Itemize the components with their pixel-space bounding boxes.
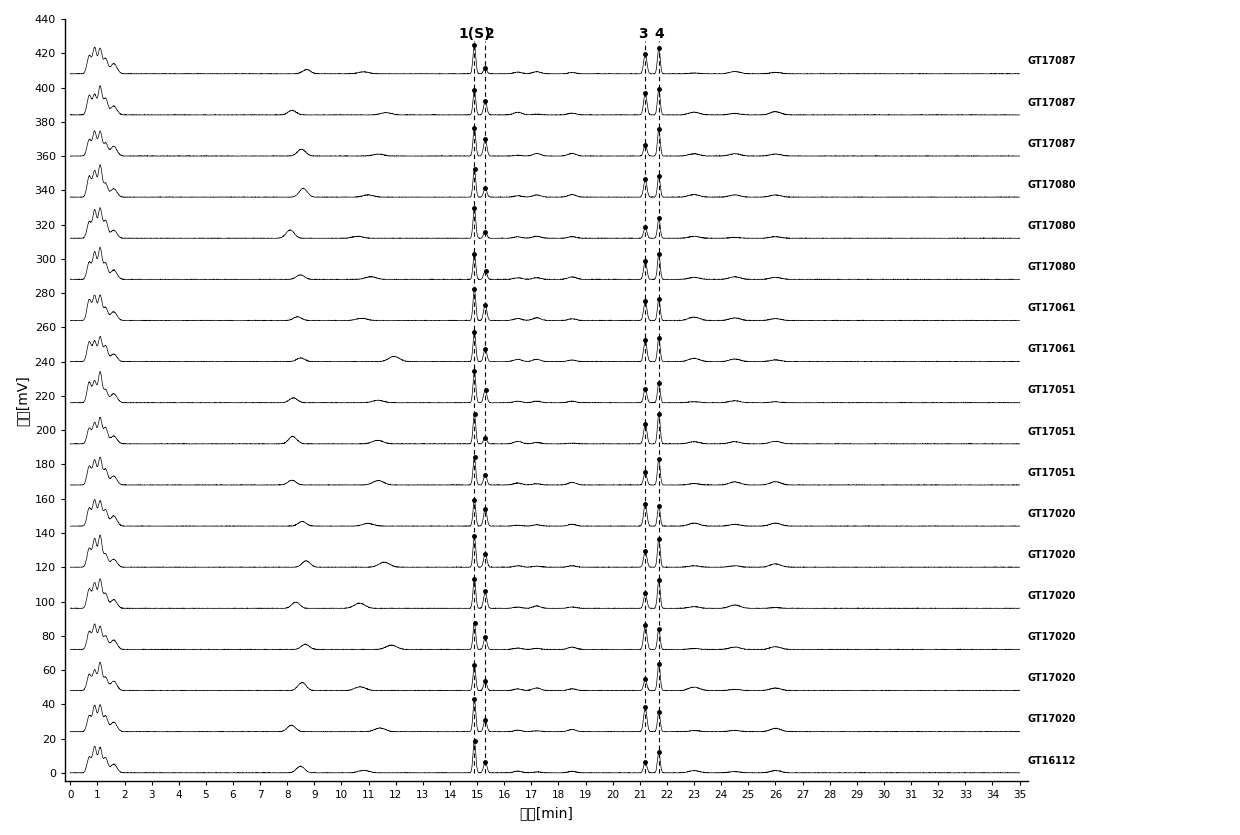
- Text: GT17080: GT17080: [1028, 221, 1076, 231]
- Text: GT17080: GT17080: [1028, 262, 1076, 272]
- Text: GT17020: GT17020: [1028, 509, 1076, 519]
- Text: 3: 3: [637, 28, 647, 41]
- Y-axis label: 信号[mV]: 信号[mV]: [15, 375, 29, 426]
- Text: GT17020: GT17020: [1028, 550, 1076, 560]
- Text: GT17061: GT17061: [1028, 303, 1076, 313]
- Text: GT16112: GT16112: [1028, 756, 1076, 766]
- Text: 1(S): 1(S): [458, 28, 491, 41]
- Text: 4: 4: [653, 28, 663, 41]
- Text: GT17061: GT17061: [1028, 344, 1076, 354]
- Text: GT17051: GT17051: [1028, 386, 1076, 396]
- X-axis label: 时间[min]: 时间[min]: [520, 806, 573, 820]
- Text: 2: 2: [485, 28, 495, 41]
- Text: GT17020: GT17020: [1028, 632, 1076, 642]
- Text: GT17051: GT17051: [1028, 427, 1076, 437]
- Text: GT17020: GT17020: [1028, 673, 1076, 683]
- Text: GT17051: GT17051: [1028, 468, 1076, 478]
- Text: GT17020: GT17020: [1028, 715, 1076, 725]
- Text: GT17087: GT17087: [1028, 98, 1076, 108]
- Text: GT17087: GT17087: [1028, 57, 1076, 67]
- Text: GT17087: GT17087: [1028, 139, 1076, 149]
- Text: GT17080: GT17080: [1028, 180, 1076, 190]
- Text: GT17020: GT17020: [1028, 591, 1076, 601]
